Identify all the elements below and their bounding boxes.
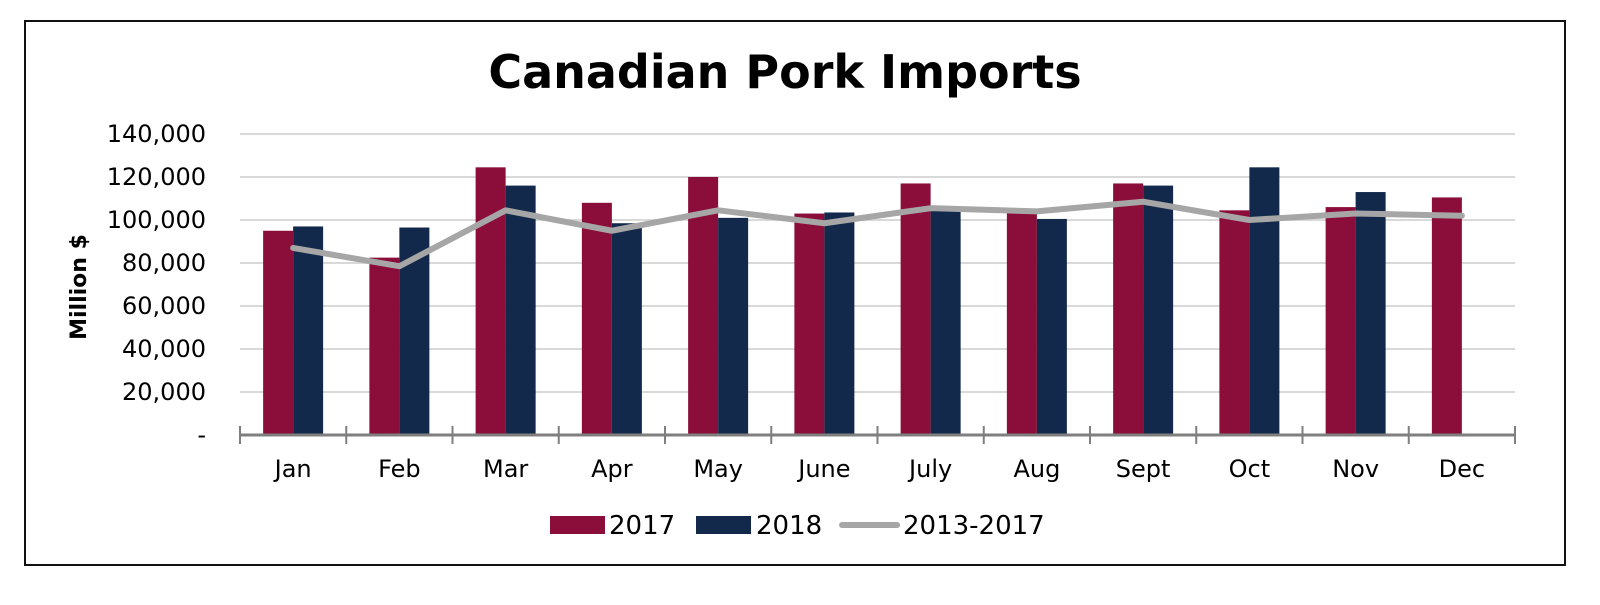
x-tick-label: June	[796, 455, 850, 483]
bar-2017-nov	[1325, 207, 1356, 435]
legend-label: 2018	[756, 511, 822, 541]
bar-2018-oct	[1249, 167, 1280, 435]
x-tick-label: July	[907, 455, 952, 483]
x-tick-labels: Jan Feb Mar Apr May June July Aug Sept Oct Nov Dec	[273, 455, 1485, 483]
y-tick-label: 140,000	[107, 120, 206, 148]
bar-2017-dec	[1431, 197, 1462, 435]
line-series-2013-2017	[290, 198, 1465, 270]
x-tick-label: Aug	[1013, 455, 1060, 483]
bar-2018-july	[930, 210, 961, 435]
x-axis	[239, 426, 1516, 444]
bar-2018-nov	[1355, 192, 1386, 435]
y-tick-label: 20,000	[122, 378, 206, 406]
bar-2018-june	[824, 212, 855, 435]
bar-2017-july	[900, 183, 931, 435]
y-tick-label: -	[197, 421, 206, 449]
bar-2018-jan	[293, 226, 324, 435]
x-tick-label: Oct	[1229, 455, 1271, 483]
bar-2017-apr	[581, 202, 612, 435]
bar-2017-june	[794, 213, 825, 435]
y-tick-labels: - 20,000 40,000 60,000 80,000 100,000 120,000 1…	[107, 120, 206, 449]
y-tick-label: 120,000	[107, 163, 206, 191]
bar-2017-feb	[369, 257, 400, 435]
bar-2017-sept	[1113, 183, 1144, 435]
bar-2018-apr	[611, 223, 642, 435]
y-axis-label: Million $	[67, 234, 92, 340]
bar-2018-may	[718, 217, 749, 435]
y-tick-label: 60,000	[122, 292, 206, 320]
legend: 2017 2018 2013-2017	[550, 511, 1045, 541]
average-line	[290, 198, 1465, 270]
x-tick-label: May	[693, 455, 743, 483]
x-tick-label: Jan	[273, 455, 312, 483]
bar-2017-oct	[1219, 210, 1250, 435]
gridlines	[240, 133, 1515, 393]
legend-label: 2017	[609, 511, 675, 541]
bar-2018-mar	[505, 185, 536, 435]
legend-swatch-2018	[696, 516, 751, 534]
bar-2017-aug	[1006, 211, 1037, 435]
bars	[263, 167, 1462, 435]
x-tick-label: Sept	[1116, 455, 1171, 483]
y-tick-label: 80,000	[122, 249, 206, 277]
bar-2018-sept	[1143, 185, 1174, 435]
y-tick-label: 100,000	[107, 206, 206, 234]
legend-swatch-2017	[550, 516, 605, 534]
chart-title: Canadian Pork Imports	[488, 45, 1081, 99]
bar-2017-jan	[263, 230, 294, 435]
x-tick-label: Feb	[378, 455, 421, 483]
x-tick-label: Mar	[483, 455, 528, 483]
y-tick-label: 40,000	[122, 335, 206, 363]
bar-2018-aug	[1036, 218, 1067, 435]
bar-2017-mar	[475, 167, 506, 435]
legend-label: 2013-2017	[903, 511, 1045, 541]
x-tick-label: Apr	[591, 455, 633, 483]
x-tick-label: Nov	[1332, 455, 1379, 483]
x-tick-label: Dec	[1439, 455, 1485, 483]
bar-2017-may	[688, 177, 719, 435]
